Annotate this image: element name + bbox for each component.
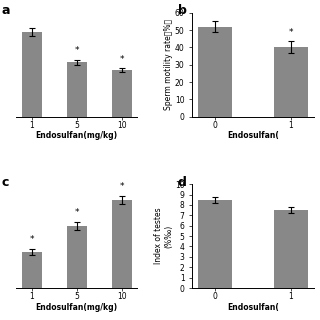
Bar xyxy=(21,32,42,117)
Bar xyxy=(112,200,132,288)
Bar xyxy=(67,62,87,117)
Text: b: b xyxy=(178,4,187,18)
Text: *: * xyxy=(120,182,124,191)
Bar xyxy=(67,226,87,288)
X-axis label: Endosulfan(mg/kg): Endosulfan(mg/kg) xyxy=(36,302,118,312)
Bar xyxy=(198,27,232,117)
Bar xyxy=(274,47,308,117)
X-axis label: Endosulfan(: Endosulfan( xyxy=(227,131,279,140)
Text: *: * xyxy=(75,208,79,217)
Bar xyxy=(21,252,42,288)
Text: d: d xyxy=(178,176,187,189)
X-axis label: Endosulfan(mg/kg): Endosulfan(mg/kg) xyxy=(36,131,118,140)
Text: a: a xyxy=(1,4,10,18)
Text: *: * xyxy=(29,236,34,244)
Y-axis label: Sperm motility rate（%）: Sperm motility rate（%） xyxy=(164,19,173,110)
Y-axis label: Index of testes
(%‰): Index of testes (%‰) xyxy=(154,208,173,264)
Bar xyxy=(112,70,132,117)
Text: *: * xyxy=(75,46,79,55)
X-axis label: Endosulfan(: Endosulfan( xyxy=(227,302,279,312)
Text: c: c xyxy=(1,176,9,189)
Bar xyxy=(274,210,308,288)
Text: *: * xyxy=(120,55,124,64)
Bar xyxy=(198,200,232,288)
Text: *: * xyxy=(289,28,293,37)
